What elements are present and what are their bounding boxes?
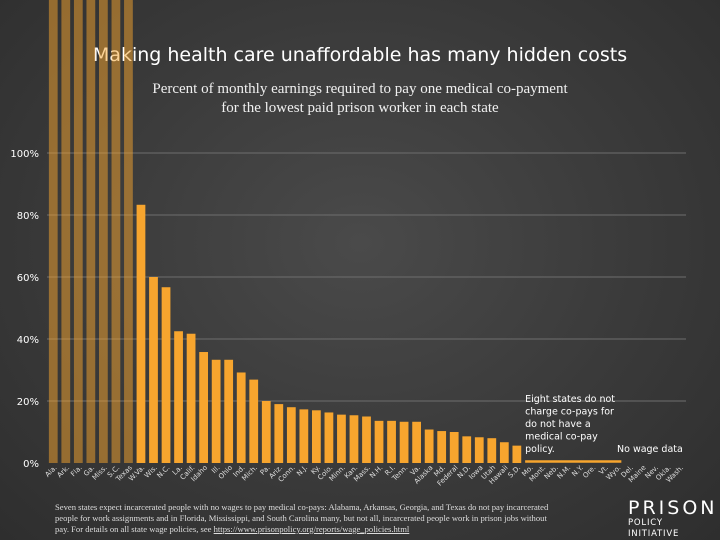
- footnote-link[interactable]: https://www.prisonpolicy.org/reports/wag…: [213, 524, 410, 534]
- bar: [161, 287, 171, 463]
- bar: [274, 404, 284, 463]
- footnote: Seven states expect incarcerated people …: [55, 502, 615, 535]
- y-tick-label: 60%: [17, 273, 39, 284]
- bar: [61, 0, 71, 463]
- x-tick-label: Ill.: [210, 464, 221, 475]
- bar: [86, 0, 96, 463]
- y-tick-label: 100%: [10, 149, 39, 160]
- x-tick-label: N.J.: [295, 464, 309, 478]
- bar: [286, 407, 296, 463]
- bar: [349, 415, 359, 463]
- y-tick-label: 0%: [23, 459, 39, 470]
- y-tick-labels: 0% 20% 40% 60% 80% 100%: [10, 149, 39, 470]
- x-tick-label: N.H.: [368, 464, 384, 480]
- bar: [412, 421, 422, 463]
- annotation-no-copay-line: policy.: [525, 444, 555, 455]
- logo-line-1: PRISON: [628, 497, 718, 519]
- footnote-line-3: pay. For details on all state wage polic…: [55, 524, 615, 535]
- bar: [462, 436, 472, 463]
- annotation-no-copay-line: Eight states do not: [525, 394, 615, 405]
- bar: [261, 401, 271, 463]
- bar: [224, 359, 234, 463]
- y-tick-label: 40%: [17, 335, 39, 346]
- prison-policy-initiative-logo: PRISON POLICY INITIATIVE: [628, 497, 718, 540]
- bar: [387, 420, 396, 463]
- bar: [136, 204, 146, 463]
- bar: [499, 442, 509, 463]
- chart-subtitle: Percent of monthly earnings required to …: [0, 80, 720, 118]
- footnote-line-1: Seven states expect incarcerated people …: [55, 502, 549, 512]
- bar-chart: 0% 20% 40% 60% 80% 100% Ala.Ark.Fla.Ga.Miss.S…: [10, 0, 686, 488]
- x-tick-labels: Ala.Ark.Fla.Ga.Miss.S.C.TexasW.Va.Wis.N.…: [44, 464, 685, 488]
- bar: [424, 429, 434, 463]
- footnote-line-2: people for work assignments and in Flori…: [55, 513, 547, 523]
- footnote-line-3-prefix: pay. For details on all state wage polic…: [55, 524, 214, 534]
- bars: [48, 0, 622, 463]
- annotations: Eight states do not charge co-pays fordo …: [525, 394, 683, 455]
- bar: [98, 0, 108, 463]
- bar: [249, 379, 259, 463]
- annotation-no-wage-data: No wage data: [617, 444, 683, 455]
- bar: [362, 416, 371, 463]
- bar: [324, 412, 334, 463]
- y-tick-label: 20%: [17, 397, 39, 408]
- chart-title: Making health care unaffordable has many…: [92, 44, 628, 66]
- bar: [199, 352, 209, 463]
- subtitle-line-2: for the lowest paid prison worker in eac…: [221, 100, 499, 116]
- subtitle-line-1: Percent of monthly earnings required to …: [152, 81, 568, 97]
- bar: [437, 431, 447, 463]
- x-tick-label: N.C.: [155, 464, 171, 480]
- bar: [111, 0, 121, 463]
- bar: [474, 437, 484, 463]
- bar: [124, 0, 133, 463]
- annotation-no-copay-line: charge co-pays for: [525, 407, 614, 418]
- x-tick-label: Ala.: [44, 464, 59, 479]
- x-tick-label: Ark.: [56, 464, 72, 480]
- bar: [487, 438, 497, 463]
- x-tick-label: Ore.: [581, 464, 597, 480]
- bar: [512, 445, 522, 463]
- y-tick-label: 80%: [17, 211, 39, 222]
- bar: [299, 409, 309, 463]
- bar: [186, 333, 196, 463]
- bar: [174, 331, 183, 463]
- annotation-no-copay-line: do not have a: [525, 419, 591, 430]
- logo-line-2: POLICY INITIATIVE: [628, 518, 680, 539]
- bar: [73, 0, 83, 463]
- bar: [48, 0, 58, 463]
- bar: [374, 420, 384, 463]
- bar: [211, 359, 221, 463]
- bar: [149, 277, 158, 463]
- bar: [236, 372, 246, 463]
- bar: [399, 421, 409, 463]
- bar: [337, 414, 346, 463]
- bar: [311, 410, 321, 463]
- x-tick-label: Fla.: [69, 464, 83, 478]
- annotation-no-copay-line: medical co-pay: [525, 432, 598, 443]
- bar: [449, 432, 459, 463]
